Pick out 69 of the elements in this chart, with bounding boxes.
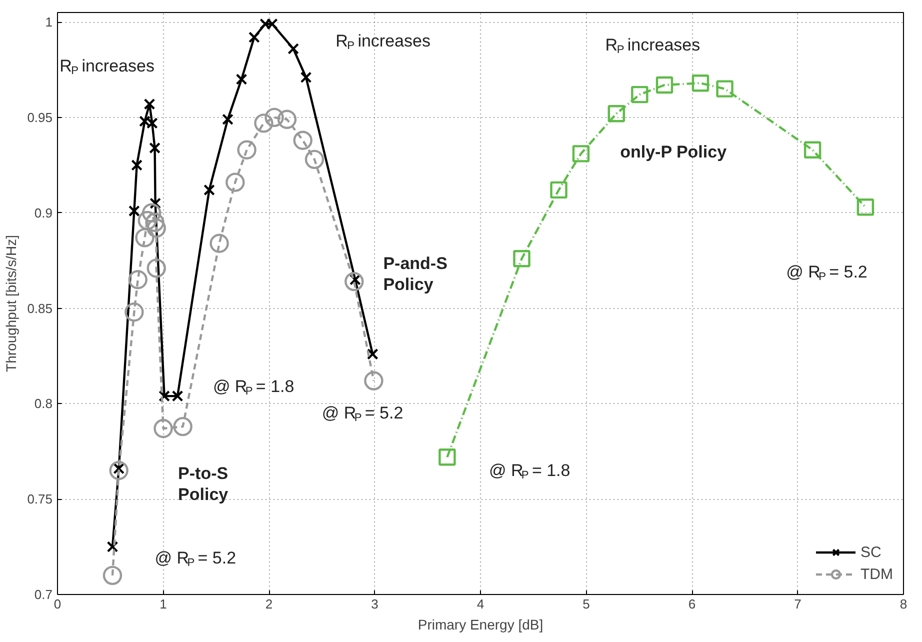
point: [154, 418, 173, 438]
point: [146, 258, 166, 278]
point: [131, 159, 143, 171]
x-axis-title: Primary Energy [dB]: [418, 616, 544, 632]
point: [513, 250, 530, 268]
point: [288, 43, 300, 54]
point: [364, 371, 384, 390]
point: [692, 74, 710, 92]
point: [300, 72, 312, 84]
point: [138, 210, 157, 230]
point: [145, 212, 164, 232]
point: [304, 150, 324, 170]
point: [550, 181, 568, 199]
point: [173, 416, 192, 436]
point: [572, 145, 590, 162]
x-tick-label: 5: [582, 596, 590, 612]
point: [248, 32, 260, 44]
x-tick-label: 2: [265, 596, 273, 612]
point: [254, 114, 274, 133]
point: [135, 228, 154, 248]
annotation: P-to-S Policy: [178, 464, 229, 504]
y-tick-label: 0.8: [34, 396, 53, 412]
point: [237, 140, 256, 160]
y-tick-label: 0.95: [27, 110, 53, 125]
legend-label: SC: [860, 544, 882, 560]
x-tick-label: 6: [688, 596, 696, 612]
y-tick-label: 0.85: [27, 300, 53, 316]
point: [149, 142, 160, 154]
x-tick-label: 1: [160, 596, 167, 612]
point: [366, 348, 378, 360]
point: [128, 205, 140, 217]
point: [856, 198, 874, 216]
point: [222, 114, 234, 126]
point: [293, 130, 312, 150]
point: [102, 566, 122, 585]
point: [109, 460, 128, 480]
point: [608, 105, 625, 122]
y-tick-label: 0.7: [34, 587, 53, 602]
y-tick-label: 0.75: [27, 492, 53, 507]
point: [144, 98, 156, 110]
point: [438, 448, 456, 466]
point: [128, 270, 148, 290]
point: [150, 198, 162, 210]
point: [204, 184, 215, 196]
point: [656, 76, 674, 94]
y-axis-title: Throughput [bits/s/Hz]: [3, 235, 20, 372]
point: [804, 141, 822, 158]
point: [344, 272, 364, 292]
x-tick-label: 7: [794, 596, 802, 612]
annotation: P-and-S Policy: [383, 254, 448, 294]
point: [124, 302, 144, 322]
x-tick-label: 4: [476, 596, 484, 612]
y-tick-label: 0.9: [34, 205, 53, 220]
annotation: only-P Policy: [620, 142, 728, 162]
point: [146, 218, 166, 238]
point: [631, 86, 648, 104]
x-tick-label: 8: [900, 596, 908, 612]
y-tick-label: 1: [45, 14, 53, 30]
point: [210, 234, 229, 253]
point: [226, 172, 245, 192]
x-tick-label: 0: [54, 596, 62, 612]
point: [264, 108, 284, 128]
point: [236, 74, 248, 85]
point: [142, 203, 162, 222]
x-tick-label: 3: [371, 596, 378, 612]
point: [106, 541, 118, 552]
legend-label: TDM: [860, 566, 893, 582]
point: [277, 110, 297, 129]
point: [716, 80, 734, 98]
